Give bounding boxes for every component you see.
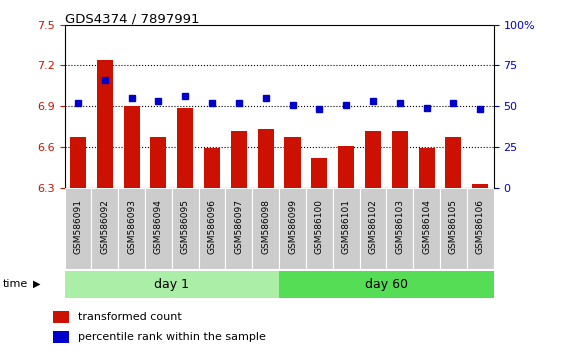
Bar (306, 188, 333, 269)
Bar (338, 145, 354, 188)
Text: GSM586101: GSM586101 (342, 199, 351, 254)
Text: transformed count: transformed count (77, 312, 181, 322)
Text: percentile rank within the sample: percentile rank within the sample (77, 332, 265, 342)
Bar (96, 60, 113, 188)
Bar (145, 188, 172, 269)
Text: GSM586103: GSM586103 (396, 199, 404, 254)
Bar (150, 137, 167, 188)
Text: GSM586092: GSM586092 (100, 199, 109, 254)
Bar (231, 131, 247, 188)
Bar (204, 148, 220, 188)
Bar (199, 188, 226, 269)
Text: time: time (3, 279, 28, 289)
Bar (360, 188, 387, 269)
Bar (172, 188, 199, 269)
Bar (413, 188, 440, 269)
Text: GSM586102: GSM586102 (369, 199, 378, 254)
Bar (53, 331, 68, 343)
Bar (257, 129, 274, 188)
Bar (91, 188, 118, 269)
Text: GSM586104: GSM586104 (422, 199, 431, 254)
Bar (279, 188, 306, 269)
Text: GSM586098: GSM586098 (261, 199, 270, 254)
Text: GDS4374 / 7897991: GDS4374 / 7897991 (65, 12, 199, 25)
Bar (440, 188, 467, 269)
Text: GSM586095: GSM586095 (181, 199, 190, 254)
Bar (123, 106, 140, 188)
Text: GSM586096: GSM586096 (208, 199, 217, 254)
Bar (53, 311, 68, 323)
Bar (118, 188, 145, 269)
Text: day 60: day 60 (365, 278, 408, 291)
Text: GSM586106: GSM586106 (476, 199, 485, 254)
Bar (445, 137, 462, 188)
Bar (177, 108, 193, 188)
Bar (279, 271, 494, 298)
Bar (65, 271, 279, 298)
Bar (252, 188, 279, 269)
Bar (284, 137, 301, 188)
Bar (226, 188, 252, 269)
Bar (365, 131, 381, 188)
Bar (387, 188, 413, 269)
Bar (65, 188, 91, 269)
Text: GSM586094: GSM586094 (154, 199, 163, 254)
Bar (311, 158, 328, 188)
Bar (419, 148, 435, 188)
Text: GSM586097: GSM586097 (234, 199, 243, 254)
Bar (333, 188, 360, 269)
Text: GSM586093: GSM586093 (127, 199, 136, 254)
Text: GSM586099: GSM586099 (288, 199, 297, 254)
Text: GSM586091: GSM586091 (73, 199, 82, 254)
Bar (467, 188, 494, 269)
Bar (472, 183, 488, 188)
Text: GSM586100: GSM586100 (315, 199, 324, 254)
Bar (392, 131, 408, 188)
Text: GSM586105: GSM586105 (449, 199, 458, 254)
Text: ▶: ▶ (33, 279, 40, 289)
Bar (70, 137, 86, 188)
Text: day 1: day 1 (154, 278, 189, 291)
